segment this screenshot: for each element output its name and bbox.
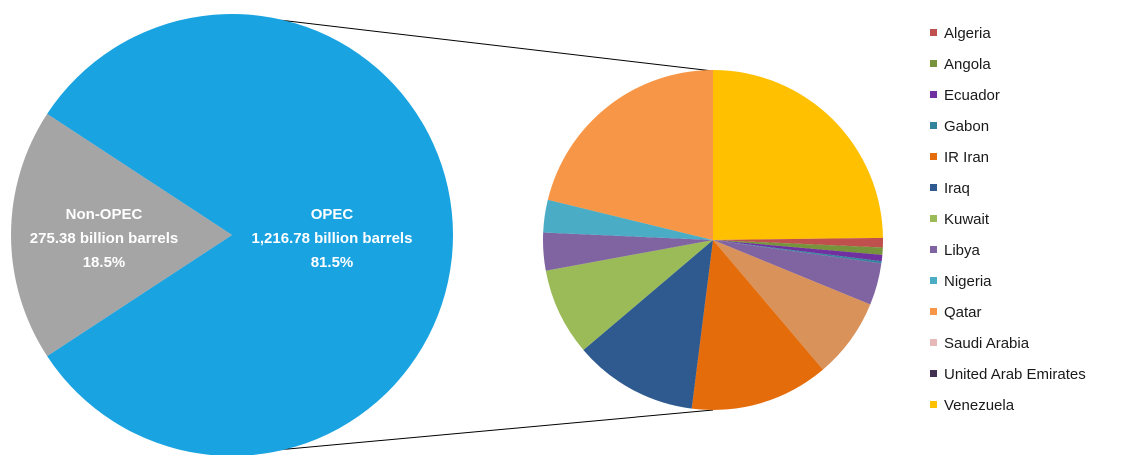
legend-swatch bbox=[930, 401, 937, 408]
opec-label-name: OPEC bbox=[311, 206, 354, 223]
connector-lines bbox=[244, 15, 714, 454]
opec-data-label: OPEC 1,216.78 billion barrels 81.5% bbox=[252, 206, 413, 271]
legend-swatch bbox=[930, 29, 937, 36]
slice-non-opec bbox=[11, 113, 233, 357]
non-opec-label-amount: 275.38 billion barrels bbox=[30, 230, 178, 247]
legend-swatch bbox=[930, 184, 937, 191]
legend-swatch bbox=[930, 60, 937, 67]
legend-swatch bbox=[930, 308, 937, 315]
slice-opec bbox=[47, 14, 454, 455]
legend-label: Saudi Arabia bbox=[944, 335, 1030, 352]
legend-item-algeria: Algeria bbox=[930, 25, 991, 42]
slice-ir-iran bbox=[691, 240, 823, 411]
legend-swatch bbox=[930, 122, 937, 129]
legend-item-ir-iran: IR Iran bbox=[930, 149, 989, 166]
opec-label-percent: 81.5% bbox=[311, 254, 354, 271]
legend-swatch bbox=[930, 153, 937, 160]
slice-kuwait bbox=[545, 240, 713, 350]
slice-angola bbox=[713, 240, 883, 255]
legend-item-nigeria: Nigeria bbox=[930, 273, 992, 290]
non-opec-data-label: Non-OPEC 275.38 billion barrels 18.5% bbox=[30, 206, 178, 271]
legend-swatch bbox=[930, 91, 937, 98]
legend-label: Iraq bbox=[944, 180, 970, 197]
legend-item-ecuador: Ecuador bbox=[930, 87, 1000, 104]
slice-qatar bbox=[547, 70, 713, 240]
legend-label: IR Iran bbox=[944, 149, 989, 166]
legend-label: Gabon bbox=[944, 118, 989, 135]
legend-swatch bbox=[930, 339, 937, 346]
slice-saudi-arabia bbox=[713, 240, 871, 370]
legend-item-iraq: Iraq bbox=[930, 180, 970, 197]
opec-breakdown-pie bbox=[542, 70, 884, 411]
legend: Algeria Angola Ecuador Gabon IR Iran Iraq Kuwa… bbox=[930, 25, 1086, 414]
main-pie bbox=[11, 14, 454, 455]
slice-ecuador bbox=[713, 240, 883, 262]
legend-item-venezuela: Venezuela bbox=[930, 397, 1015, 414]
main-pie-labels: Non-OPEC 275.38 billion barrels 18.5% OP… bbox=[30, 206, 413, 271]
slice-libya bbox=[713, 240, 882, 305]
legend-item-saudi-arabia: Saudi Arabia bbox=[930, 335, 1030, 352]
legend-item-qatar: Qatar bbox=[930, 304, 982, 321]
legend-label: Ecuador bbox=[944, 87, 1000, 104]
non-opec-label-name: Non-OPEC bbox=[66, 206, 143, 223]
slice-nigeria bbox=[543, 199, 713, 240]
opec-label-amount: 1,216.78 billion barrels bbox=[252, 230, 413, 247]
legend-label: Venezuela bbox=[944, 397, 1015, 414]
legend-item-angola: Angola bbox=[930, 56, 991, 73]
legend-swatch bbox=[930, 370, 937, 377]
legend-label: Angola bbox=[944, 56, 991, 73]
legend-item-gabon: Gabon bbox=[930, 118, 989, 135]
slice-iraq bbox=[583, 240, 713, 409]
connector-line-top bbox=[244, 15, 714, 72]
slice-venezuela bbox=[713, 70, 883, 240]
non-opec-label-percent: 18.5% bbox=[83, 254, 126, 271]
legend-label: Nigeria bbox=[944, 273, 992, 290]
legend-item-kuwait: Kuwait bbox=[930, 211, 990, 228]
legend-item-united-arab-emirates: United Arab Emirates bbox=[930, 366, 1086, 383]
connector-line-bottom bbox=[244, 409, 714, 454]
legend-label: Algeria bbox=[944, 25, 991, 42]
legend-swatch bbox=[930, 246, 937, 253]
slice-united-arab-emirates bbox=[542, 232, 713, 271]
slice-gabon bbox=[713, 240, 882, 264]
legend-item-libya: Libya bbox=[930, 242, 981, 259]
legend-label: Kuwait bbox=[944, 211, 990, 228]
legend-label: Qatar bbox=[944, 304, 982, 321]
slice-algeria bbox=[713, 237, 884, 248]
legend-label: United Arab Emirates bbox=[944, 366, 1086, 383]
legend-label: Libya bbox=[944, 242, 981, 259]
legend-swatch bbox=[930, 277, 937, 284]
legend-swatch bbox=[930, 215, 937, 222]
